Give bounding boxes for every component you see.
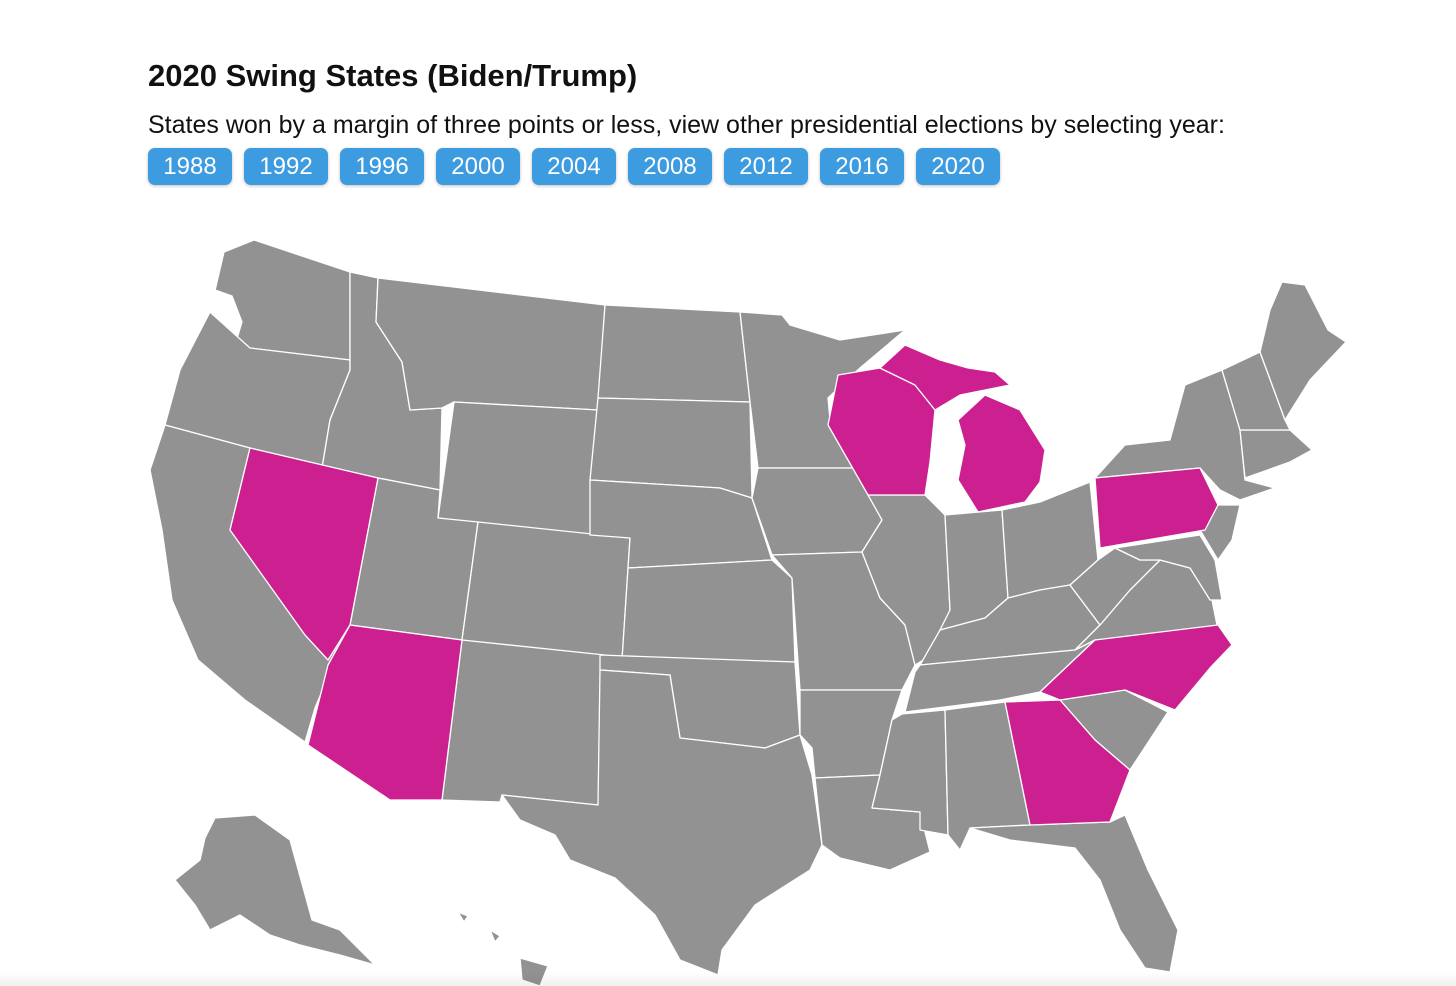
year-selector: 1988 1992 1996 2000 2004 2008 2012 2016 … — [148, 148, 1000, 185]
state-hawaii[interactable] — [457, 911, 549, 986]
state-maryland-delaware[interactable] — [1114, 534, 1223, 601]
map-subtitle: States won by a margin of three points o… — [148, 111, 1225, 139]
state-maine[interactable] — [1259, 281, 1347, 421]
state-new-mexico[interactable] — [441, 639, 606, 806]
state-arizona-swing[interactable] — [307, 624, 463, 801]
year-button-2020[interactable]: 2020 — [916, 148, 1000, 185]
state-pennsylvania-swing[interactable] — [1094, 467, 1219, 549]
state-nevada-swing[interactable] — [229, 447, 379, 661]
state-new-england-south[interactable] — [1239, 429, 1313, 479]
year-button-2008[interactable]: 2008 — [628, 148, 712, 185]
map-title: 2020 Swing States (Biden/Trump) — [148, 58, 638, 93]
state-kansas[interactable] — [621, 559, 796, 663]
state-georgia-swing[interactable] — [1004, 699, 1131, 826]
state-florida[interactable] — [969, 814, 1179, 973]
state-alaska[interactable] — [174, 814, 376, 966]
year-button-1996[interactable]: 1996 — [340, 148, 424, 185]
state-illinois[interactable] — [861, 494, 951, 666]
year-button-1988[interactable]: 1988 — [148, 148, 232, 185]
state-north-dakota[interactable] — [597, 304, 751, 403]
bottom-shadow — [0, 972, 1456, 986]
year-button-2016[interactable]: 2016 — [820, 148, 904, 185]
year-button-2004[interactable]: 2004 — [532, 148, 616, 185]
year-button-2012[interactable]: 2012 — [724, 148, 808, 185]
state-north-carolina-swing[interactable] — [1039, 624, 1233, 711]
state-michigan-swing[interactable] — [879, 344, 1046, 513]
year-button-1992[interactable]: 1992 — [244, 148, 328, 185]
state-wyoming[interactable] — [437, 401, 599, 536]
state-montana[interactable] — [375, 277, 606, 411]
state-texas[interactable] — [501, 669, 823, 976]
state-vermont-nh[interactable] — [1221, 351, 1291, 431]
state-colorado[interactable] — [461, 521, 631, 661]
year-button-2000[interactable]: 2000 — [436, 148, 520, 185]
